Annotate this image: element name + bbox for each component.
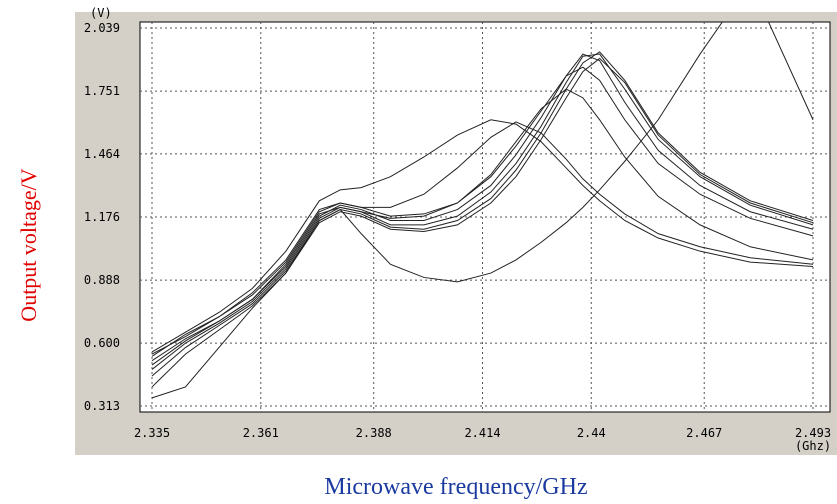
- grid: [140, 22, 830, 412]
- y-tick-label: 0.313: [84, 399, 120, 413]
- x-tick-label: 2.388: [356, 426, 392, 440]
- series-line: [151, 22, 814, 399]
- y-tick-label: 0.888: [84, 273, 120, 287]
- series-line: [151, 57, 814, 388]
- series-line: [151, 53, 814, 362]
- series-line: [151, 88, 814, 366]
- series-line: [151, 66, 814, 355]
- x-tick-label: 2.361: [243, 426, 279, 440]
- y-tick-label: 1.176: [84, 210, 120, 224]
- x-tick-label: 2.44: [577, 426, 606, 440]
- series-line: [151, 53, 814, 370]
- x-axis-label: Microwave frequency/GHz: [324, 474, 587, 500]
- x-tick-label: 2.414: [464, 426, 500, 440]
- lines: [151, 22, 814, 399]
- y-tick-label: 1.751: [84, 84, 120, 98]
- x-tick-label: 2.493: [795, 426, 831, 440]
- y-tick-label: 1.464: [84, 147, 120, 161]
- y-axis-label: Output voltage/V: [16, 168, 41, 321]
- x-unit: (Ghz): [795, 439, 831, 453]
- y-unit: (V): [90, 6, 112, 20]
- x-tick-label: 2.335: [134, 426, 170, 440]
- series-line: [151, 121, 814, 357]
- x-tick-label: 2.467: [686, 426, 722, 440]
- series-line: [151, 119, 814, 353]
- y-tick-label: 2.039: [84, 21, 120, 35]
- y-tick-label: 0.600: [84, 336, 120, 350]
- series-line: [151, 51, 814, 377]
